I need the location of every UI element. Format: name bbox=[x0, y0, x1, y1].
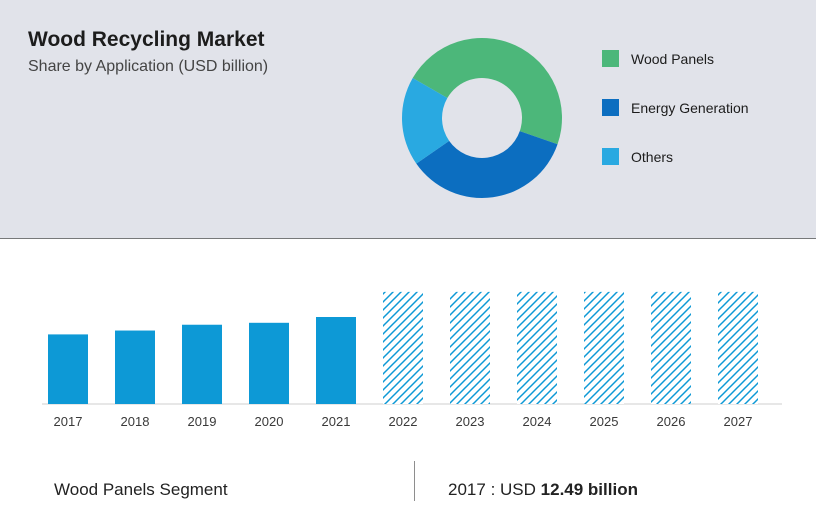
bar bbox=[249, 323, 289, 404]
bar bbox=[316, 317, 356, 404]
bar-year-label: 2022 bbox=[389, 414, 418, 429]
bar-year-label: 2027 bbox=[724, 414, 753, 429]
bar bbox=[48, 334, 88, 404]
bar bbox=[115, 331, 155, 404]
page-title: Wood Recycling Market bbox=[28, 28, 268, 52]
bar bbox=[517, 292, 557, 404]
bar-year-label: 2018 bbox=[121, 414, 150, 429]
legend-swatch bbox=[602, 148, 619, 165]
footer-colon: : bbox=[491, 480, 500, 499]
bar-year-label: 2026 bbox=[657, 414, 686, 429]
bar bbox=[182, 325, 222, 404]
legend: Wood Panels Energy Generation Others bbox=[602, 50, 749, 197]
bar-year-label: 2019 bbox=[188, 414, 217, 429]
bar bbox=[584, 292, 624, 404]
bar bbox=[383, 292, 423, 404]
legend-swatch bbox=[602, 50, 619, 67]
footer-row: Wood Panels Segment 2017 : USD 12.49 bil… bbox=[0, 470, 816, 510]
divider-vertical bbox=[414, 461, 415, 501]
top-panel: Wood Recycling Market Share by Applicati… bbox=[0, 0, 816, 239]
legend-item: Wood Panels bbox=[602, 50, 749, 67]
page-subtitle: Share by Application (USD billion) bbox=[28, 58, 268, 76]
footer-amount: 12.49 billion bbox=[541, 480, 638, 499]
legend-label: Others bbox=[631, 149, 673, 165]
bar-year-label: 2025 bbox=[590, 414, 619, 429]
donut-chart bbox=[382, 18, 582, 218]
bar-year-label: 2024 bbox=[523, 414, 552, 429]
footer-year: 2017 bbox=[448, 480, 486, 499]
footer-currency: USD bbox=[500, 480, 536, 499]
legend-item: Others bbox=[602, 148, 749, 165]
legend-label: Wood Panels bbox=[631, 51, 714, 67]
bar-chart: 2017 2018 2019 2020 2021 2022 2023 2024 2025 2026… bbox=[42, 259, 782, 439]
bar bbox=[450, 292, 490, 404]
bar-panel: 2017 2018 2019 2020 2021 2022 2023 2024 2025 2026… bbox=[0, 239, 816, 449]
legend-item: Energy Generation bbox=[602, 99, 749, 116]
bar-year-label: 2023 bbox=[456, 414, 485, 429]
bar-year-label: 2020 bbox=[255, 414, 284, 429]
bar bbox=[651, 292, 691, 404]
footer-value: 2017 : USD 12.49 billion bbox=[448, 480, 638, 500]
bar bbox=[718, 292, 758, 404]
title-block: Wood Recycling Market Share by Applicati… bbox=[28, 28, 268, 76]
bar-year-label: 2017 bbox=[54, 414, 83, 429]
legend-label: Energy Generation bbox=[631, 100, 749, 116]
bar-year-label: 2021 bbox=[322, 414, 351, 429]
legend-swatch bbox=[602, 99, 619, 116]
segment-label: Wood Panels Segment bbox=[54, 480, 228, 500]
